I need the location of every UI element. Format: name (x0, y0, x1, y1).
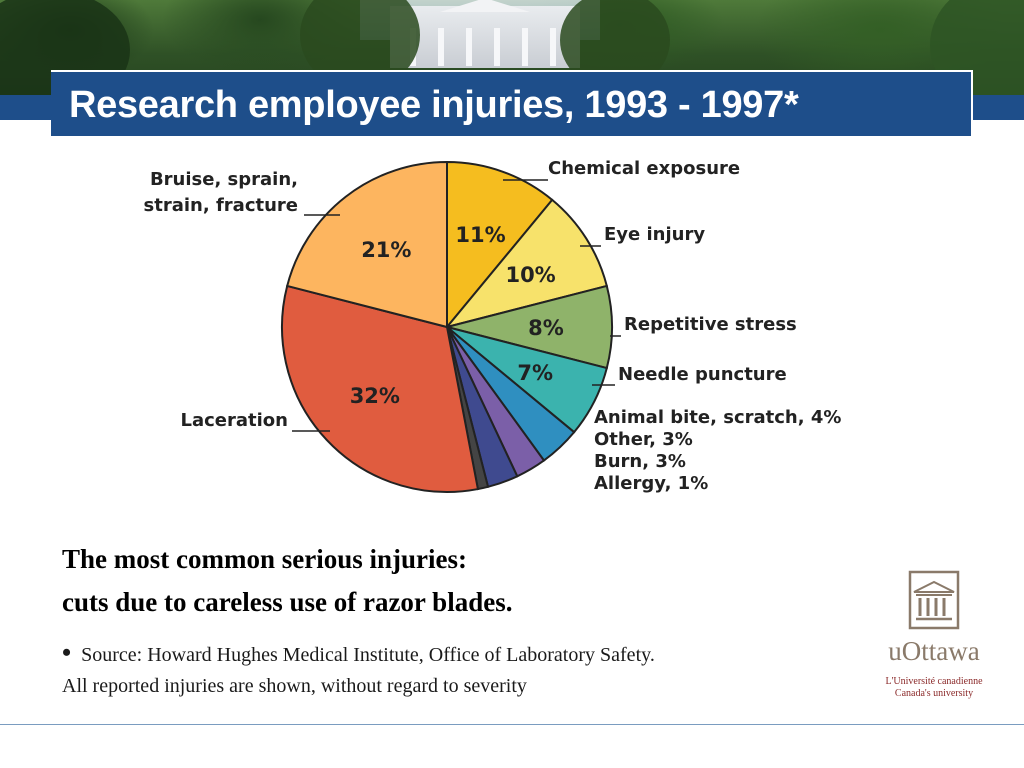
slice-value-labels: 11%10% 8% 7% 32% 21% (350, 223, 564, 408)
logo-wordmark: uOttawa (888, 636, 980, 666)
bullet: • (62, 638, 72, 667)
category-label-eye-injury: Eye injury (604, 224, 705, 245)
title-bar: Research employee injuries, 1993 - 1997* (51, 70, 973, 136)
pie-slice-chemical-exposure (446, 160, 554, 330)
category-label-needle-puncture: Needle puncture (618, 364, 787, 385)
source-line: • Source: Howard Hughes Medical Institute… (62, 638, 655, 668)
category-label-animal-bite-scratch-4: Animal bite, scratch, 4% Other, 3% Burn, 3… (594, 407, 841, 494)
source-text: Source: Howard Hughes Medical Institute,… (81, 644, 655, 666)
slice-value-label: 11% (455, 223, 505, 247)
caption-line-2: cuts due to careless use of razor blades… (62, 587, 513, 617)
footnote: All reported injuries are shown, without… (62, 675, 527, 697)
category-label-laceration: Laceration (181, 410, 288, 431)
slice-value-label: 21% (361, 238, 411, 262)
caption-line-1: The most common serious injuries: (62, 544, 467, 574)
logo-tagline-fr: L'Université canadienne (885, 676, 983, 687)
category-label-chemical-exposure: Chemical exposure (548, 158, 740, 179)
caption: The most common serious injuries: cuts d… (62, 538, 762, 624)
pie-slice-laceration (281, 284, 480, 493)
pie-chart: 11%10% 8% 7% 32% 21% Chemical exposure Eye in… (144, 158, 842, 494)
category-label-repetitive-stress: Repetitive stress (624, 314, 797, 335)
bottom-rule (0, 724, 1024, 725)
category-labels: Chemical exposure Eye injury Repetitive st… (144, 158, 842, 494)
slide-title: Research employee injuries, 1993 - 1997* (69, 84, 799, 126)
slice-value-label: 8% (528, 316, 564, 340)
uottawa-logo: uOttawa L'Université canadienne Canada's… (872, 570, 996, 710)
campus-building (390, 0, 580, 68)
building-columns-icon (908, 570, 960, 630)
category-label-bruise-sprain: Bruise, sprain, strain, fracture (144, 169, 298, 216)
pie-slices (281, 160, 613, 493)
pie-slice-bruise-sprain-strain-fracture (285, 160, 448, 329)
leader-lines (292, 179, 621, 432)
slice-value-label: 7% (517, 361, 553, 385)
slice-value-label: 10% (505, 263, 555, 287)
slice-value-label: 32% (350, 384, 400, 408)
logo-tagline-en: Canada's university (894, 688, 974, 699)
